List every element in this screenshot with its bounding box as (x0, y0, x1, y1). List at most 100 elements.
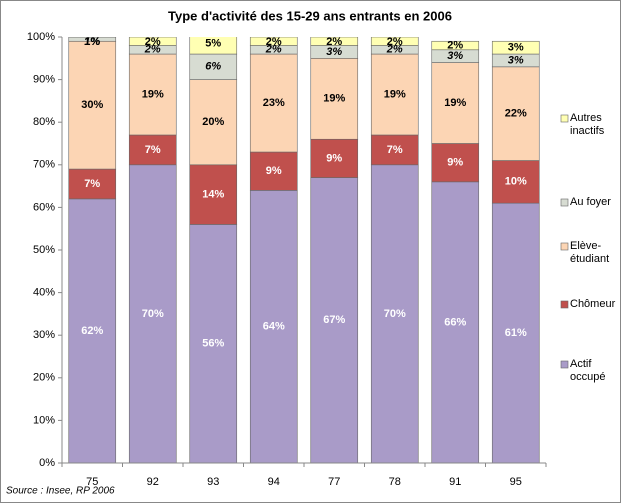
value-label: 61% (505, 327, 527, 339)
bar-segment (68, 37, 117, 38)
x-tick-label: 78 (389, 476, 401, 488)
y-tick-label: 0% (39, 457, 55, 469)
y-tick-label: 100% (27, 31, 55, 43)
bar-segment (128, 164, 177, 463)
value-label: 66% (444, 316, 466, 328)
bar-segment (310, 138, 359, 178)
bar-segment (431, 62, 480, 144)
x-tick-label: 91 (449, 476, 461, 488)
value-label: 22% (505, 108, 527, 120)
bar-segment (189, 53, 238, 80)
value-label: 2% (447, 39, 463, 51)
value-label: 2% (266, 36, 282, 48)
value-label: 64% (263, 321, 285, 333)
legend-swatch (560, 360, 569, 369)
value-label: 70% (142, 308, 164, 320)
legend-swatch (560, 198, 569, 207)
value-label: 2% (386, 44, 403, 56)
legend-swatch (560, 242, 569, 251)
value-label: 7% (145, 144, 161, 156)
value-label: 1% (84, 36, 100, 48)
value-label: 2% (145, 36, 161, 48)
bar-segment (249, 151, 298, 191)
value-label: 3% (508, 42, 524, 54)
y-tick-label: 90% (33, 74, 55, 86)
bar-segment (68, 168, 117, 200)
value-label: 9% (266, 165, 282, 177)
bar-segment (128, 134, 177, 166)
value-label: 10% (505, 176, 527, 188)
bar-segment (370, 53, 419, 136)
legend-label: Elève-étudiant (570, 240, 610, 265)
legend-label: Actif occupé (570, 358, 606, 383)
x-tick-label: 75 (86, 476, 98, 488)
y-tick-label: 80% (33, 116, 55, 128)
value-label: 3% (508, 54, 524, 66)
value-label: 3% (326, 46, 342, 58)
value-label: 62% (81, 325, 103, 337)
y-tick-label: 20% (33, 372, 55, 384)
bar-segment (310, 177, 359, 463)
bar-segment (491, 66, 540, 161)
chart-title: Type d'activité des 15-29 ans entrants e… (168, 8, 452, 23)
value-label: 6% (205, 61, 221, 73)
bar-segment (189, 37, 238, 55)
value-label: 19% (444, 97, 466, 109)
bar-segment (189, 164, 238, 225)
value-label: 67% (323, 314, 345, 326)
x-tick-label: 94 (268, 476, 280, 488)
value-label: 3% (447, 50, 463, 62)
value-label: 30% (81, 99, 103, 111)
bar-segment (431, 40, 480, 51)
x-tick-label: 92 (147, 476, 159, 488)
bar-segment (128, 37, 177, 46)
bar-segment (491, 202, 540, 463)
value-label: 2% (326, 36, 342, 48)
bar-segment (249, 53, 298, 153)
bars (68, 37, 540, 463)
source: Source : Insee, RP 2006 (6, 486, 115, 497)
value-label: 20% (202, 116, 224, 128)
value-label: 56% (202, 338, 224, 350)
legend-label: Chômeur (570, 298, 616, 310)
legend-label: Autres inactifs (570, 112, 605, 137)
value-label: 9% (447, 157, 463, 169)
bar-segment (189, 79, 238, 166)
y-tick-label: 50% (33, 244, 55, 256)
value-label: 14% (202, 189, 224, 201)
bar-segment (189, 224, 238, 463)
bar-segment (491, 40, 540, 55)
value-label: 2% (265, 44, 282, 56)
x-tick-label: 77 (328, 476, 340, 488)
bar-segment (128, 53, 177, 136)
value-label: 9% (326, 152, 342, 164)
bar-segment (310, 37, 359, 46)
bar-segment (249, 37, 298, 46)
bar-segment (431, 181, 480, 463)
value-label: 2% (144, 44, 161, 56)
value-label: 2% (387, 36, 403, 48)
legend-swatch (560, 300, 569, 309)
bar-segment (310, 57, 359, 140)
value-label: 7% (387, 144, 403, 156)
x-tick-label: 93 (207, 476, 219, 488)
legend-swatch (560, 114, 569, 123)
value-label: 5% (205, 37, 221, 49)
bar-segment (370, 37, 419, 46)
bar-segment (491, 160, 540, 204)
value-label: 1% (84, 36, 100, 48)
bar-segment (249, 190, 298, 463)
value-label: 19% (323, 93, 345, 105)
bar-segment (370, 164, 419, 463)
y-tick-label: 30% (33, 329, 55, 341)
x-tick-label: 95 (510, 476, 522, 488)
value-label: 19% (384, 88, 406, 100)
y-tick-label: 10% (33, 414, 55, 426)
y-tick-label: 60% (33, 201, 55, 213)
legend-label: Au foyer (570, 196, 611, 208)
y-tick-label: 70% (33, 159, 55, 171)
y-tick-label: 40% (33, 287, 55, 299)
value-label: 70% (384, 308, 406, 320)
